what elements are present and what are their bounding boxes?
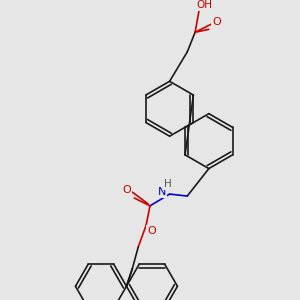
Text: O: O bbox=[122, 185, 131, 195]
Text: O: O bbox=[148, 226, 156, 236]
Text: O: O bbox=[212, 17, 221, 27]
Text: N: N bbox=[158, 187, 166, 197]
Text: OH: OH bbox=[196, 0, 212, 10]
Text: H: H bbox=[164, 179, 172, 189]
